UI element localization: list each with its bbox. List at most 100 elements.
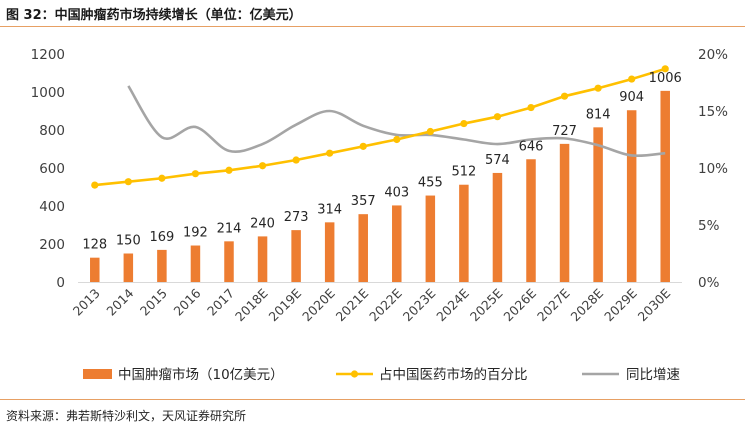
share-marker [326,149,334,157]
share-marker [359,142,367,150]
y2-tick-label: 15% [698,104,728,120]
bar-value-label: 1006 [649,71,682,86]
share-marker [91,181,99,189]
x-tick-label: 2030E [635,285,674,324]
bar [626,110,637,283]
legend-label: 占中国医药市场的百分比 [379,366,528,383]
bar-value-label: 169 [149,230,174,245]
y-tick-label: 200 [39,237,65,253]
bar [492,172,503,282]
y-tick-label: 1000 [31,85,65,101]
share-marker [292,156,300,164]
bar [559,143,570,282]
bar-value-label: 646 [519,139,544,154]
bar [257,236,268,282]
x-tick-label: 2026E [500,285,539,324]
bar [459,184,469,282]
source-divider [0,399,745,400]
x-tick-label: 2018E [232,285,271,324]
bar-value-label: 512 [451,165,476,180]
share-marker [393,135,401,144]
bar-value-label: 240 [250,216,275,231]
figure-source: 资料来源：弗若斯特沙利文，天风证券研究所 [6,409,247,423]
bar-value-label: 273 [284,210,309,225]
share-marker [493,113,502,121]
share-line [94,67,666,187]
x-tick-label: 2020E [299,285,338,324]
x-tick-label: 2016 [170,285,203,318]
bar [593,127,603,282]
bar-value-label: 150 [116,234,141,249]
bar-value-label: 727 [552,124,577,139]
bar-value-label: 128 [82,238,107,253]
line-series [91,65,669,189]
y-tick-label: 0 [56,275,65,291]
legend-label: 同比增速 [626,367,680,383]
x-tick-label: 2023E [400,285,439,324]
y-tick-label: 600 [39,161,65,177]
y2-tick-label: 20% [698,47,728,63]
bar [190,245,201,282]
growth-rate-line [127,85,666,158]
legend-label: 中国肿瘤市场（10亿美元） [118,366,284,383]
bar [224,241,234,282]
share-marker [460,119,468,128]
bar [90,257,100,282]
bar [425,195,436,282]
bar [291,230,301,282]
bar-value-label: 403 [384,185,409,200]
data-labels: 128 150 169 192 214 240 273 314 357 403 455 512 574 6… [82,71,681,253]
y-tick-label: 1200 [31,47,65,63]
share-marker [594,84,602,92]
bar-value-label: 214 [217,221,242,236]
x-tick-label: 2025E [467,285,506,324]
y-tick-label: 800 [39,123,65,139]
bar-value-label: 455 [418,176,443,191]
x-tick-label: 2015 [137,286,170,319]
legend-marker-share [350,370,359,378]
bar [324,222,335,282]
bar-value-label: 574 [485,153,510,168]
x-tick-label: 2013 [70,286,103,319]
bar [358,214,368,282]
share-marker [124,178,132,186]
x-tick-label: 2027E [534,285,573,324]
share-marker [426,127,434,136]
bar-value-label: 357 [351,194,376,209]
y2-tick-label: 10% [698,161,728,177]
bar-value-label: 814 [586,107,611,122]
bar-series [90,90,670,283]
bar [526,159,536,282]
share-marker [158,174,166,182]
bar-value-label: 192 [183,226,208,241]
legend-swatch-bar [83,369,112,379]
x-tick-label: 2029E [601,285,640,324]
share-marker [628,75,636,83]
x-tick-label: 2028E [568,285,607,324]
y2-tick-label: 0% [698,275,720,291]
x-tick-label: 2019E [266,285,305,324]
share-marker [661,65,669,73]
bar [157,249,167,282]
share-marker [527,103,535,112]
x-tick-label: 2014 [103,285,136,318]
bar-value-label: 904 [619,90,644,105]
bar [392,205,402,282]
share-marker [560,92,569,100]
share-marker [191,170,200,178]
chart-legend: 中国肿瘤市场（10亿美元） 占中国医药市场的百分比 同比增速 [83,366,680,383]
bar [123,253,134,282]
x-tick-label: 2024E [433,285,472,324]
bar-value-label: 314 [317,202,342,217]
y-tick-label: 400 [39,199,65,215]
title-divider [0,26,745,27]
share-marker [225,166,233,174]
share-marker [258,162,267,170]
x-tick-label: 2021E [333,285,372,324]
x-tick-label: 2022E [366,285,405,324]
bar [660,90,670,282]
figure-title: 图 32：中国肿瘤药市场持续增长（单位：亿美元） [6,8,302,23]
y2-tick-label: 5% [698,218,720,234]
